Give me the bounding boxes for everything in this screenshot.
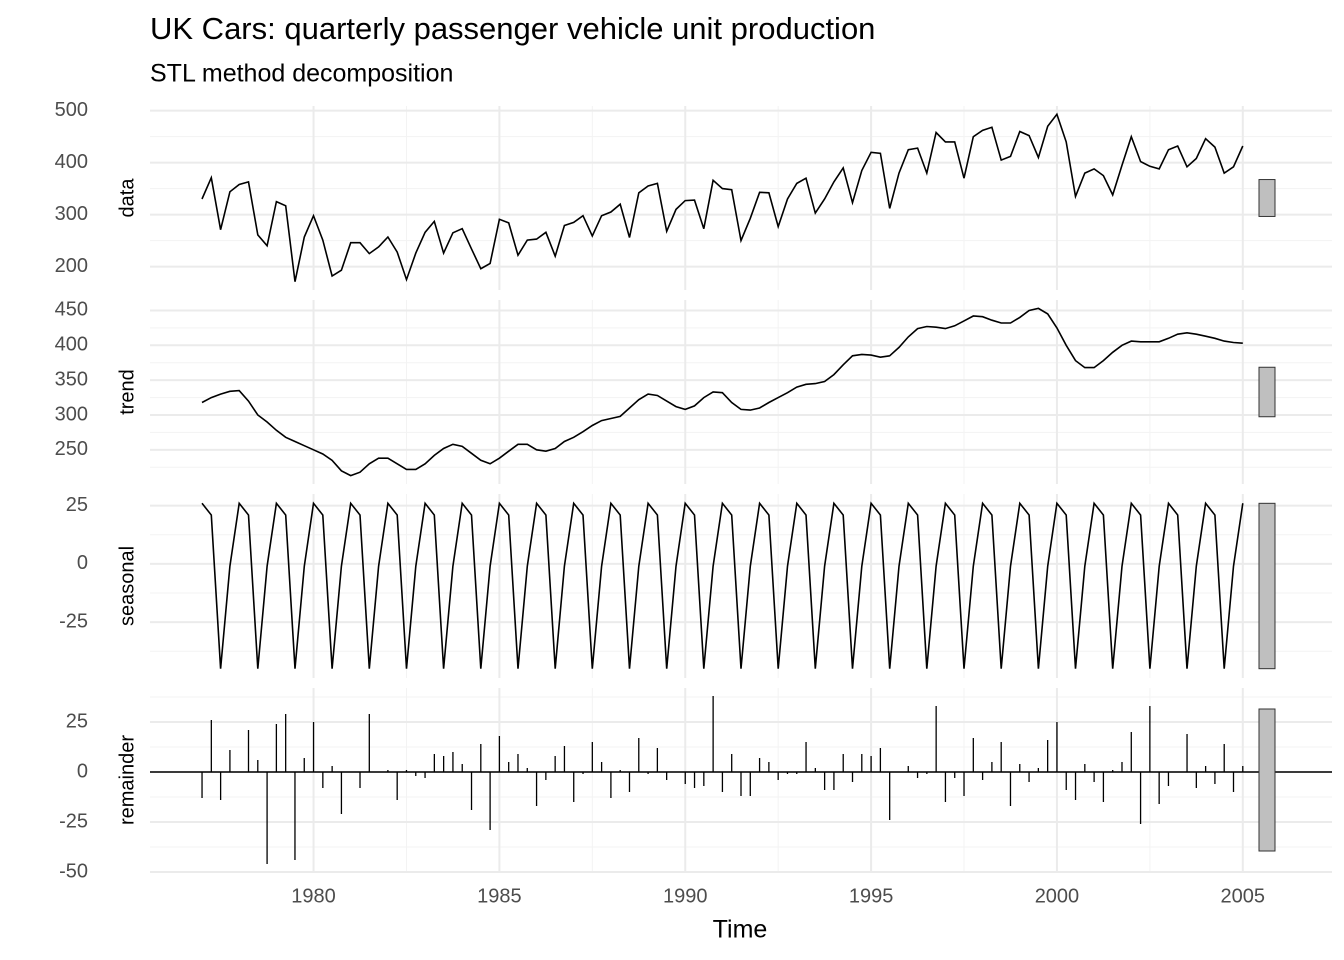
x-tick-label: 1980 xyxy=(291,885,336,907)
y-tick-label: -25 xyxy=(59,810,88,832)
chart-title: UK Cars: quarterly passenger vehicle uni… xyxy=(150,11,875,46)
y-tick-label: 200 xyxy=(55,255,88,277)
y-tick-label: 400 xyxy=(55,151,88,173)
series-line xyxy=(201,307,1243,477)
y-tick-label: 300 xyxy=(55,403,88,425)
range-bar xyxy=(1258,502,1276,670)
x-tick-label: 1990 xyxy=(663,885,708,907)
x-tick-label: 2005 xyxy=(1221,885,1266,907)
x-tick-label: 1995 xyxy=(849,885,894,907)
panel-label: trend xyxy=(116,369,138,415)
panel-label: seasonal xyxy=(116,546,138,626)
y-tick-label: 300 xyxy=(55,203,88,225)
x-axis-title: Time xyxy=(713,916,768,944)
y-tick-label: 500 xyxy=(55,99,88,121)
x-tick-label: 1985 xyxy=(477,885,522,907)
series-line xyxy=(201,501,1244,669)
range-bar xyxy=(1258,366,1276,418)
panel-label: data xyxy=(116,178,138,218)
y-tick-label: 0 xyxy=(77,552,88,574)
y-tick-label: 450 xyxy=(55,299,88,321)
y-tick-label: 0 xyxy=(77,760,88,782)
panel-label: remainder xyxy=(116,735,138,825)
range-bar xyxy=(1258,179,1276,217)
y-tick-label: 25 xyxy=(66,710,88,732)
y-tick-label: -25 xyxy=(59,610,88,632)
range-bar xyxy=(1258,708,1276,852)
y-tick-label: 25 xyxy=(66,494,88,516)
y-tick-label: 350 xyxy=(55,368,88,390)
y-tick-label: -50 xyxy=(59,860,88,882)
y-tick-label: 400 xyxy=(55,334,88,356)
chart-subtitle: STL method decomposition xyxy=(150,60,453,88)
y-tick-label: 250 xyxy=(55,438,88,460)
series-line xyxy=(201,112,1244,283)
x-tick-label: 2000 xyxy=(1035,885,1080,907)
